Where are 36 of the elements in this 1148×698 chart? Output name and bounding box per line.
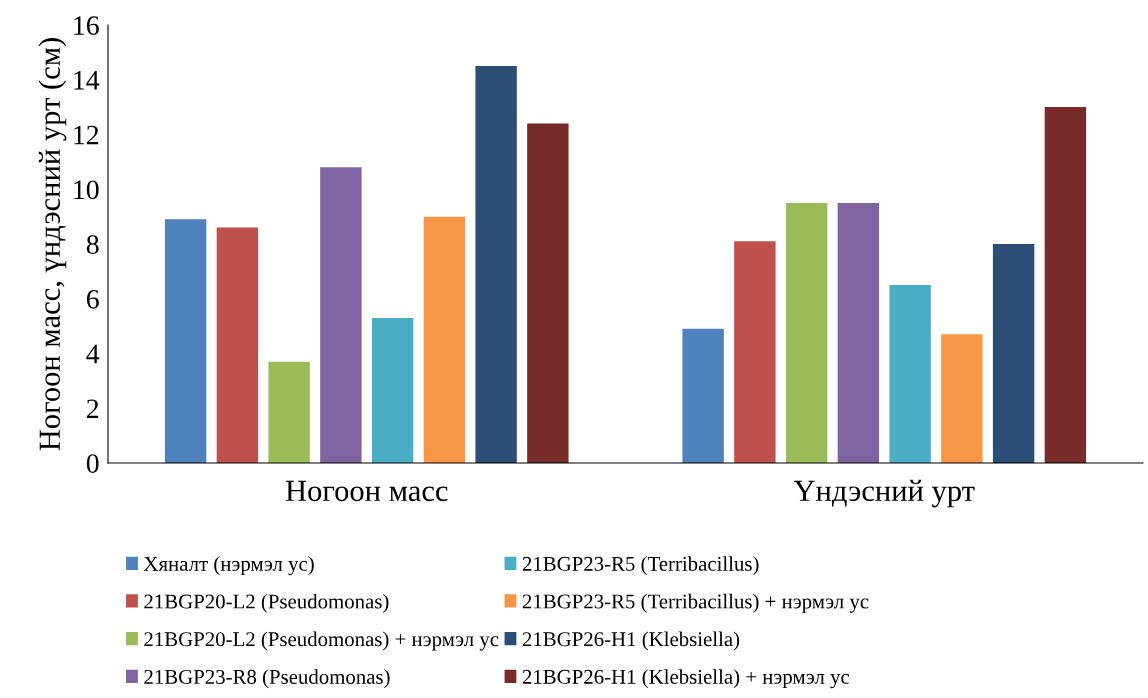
- bar: [992, 244, 1035, 463]
- bar: [371, 317, 414, 463]
- bar: [475, 66, 517, 463]
- bar: [682, 328, 724, 463]
- legend-label: 21BGP20-L2 (Pseudomonas): [144, 593, 389, 613]
- y-tick-label: 6: [86, 289, 99, 309]
- legend-label: 21BGP26-H1 (Klebsiella): [522, 631, 740, 651]
- bar: [527, 123, 569, 463]
- legend-label: 21BGP26-H1 (Klebsiella) + нэрмэл ус: [522, 669, 850, 689]
- legend-label: 21BGP23-R5 (Terribacillus): [522, 556, 759, 576]
- bar: [734, 241, 776, 463]
- bar: [320, 167, 362, 463]
- y-tick-label: 16: [74, 16, 99, 35]
- legend-label: 21BGP20-L2 (Pseudomonas) + нэрмэл ус: [144, 631, 499, 651]
- bar: [889, 285, 931, 463]
- legend-label: 21BGP23-R8 (Pseudomonas): [144, 669, 390, 689]
- y-tick-label: 12: [74, 125, 99, 145]
- y-tick-label: 8: [86, 235, 99, 254]
- bar: [216, 227, 259, 463]
- bar: [941, 334, 983, 463]
- bar: [268, 361, 310, 463]
- x-tick-label: Ногоон масс: [285, 480, 448, 502]
- bar: [423, 216, 466, 463]
- legend-label: 21BGP23-R5 (Terribacillus) + нэрмэл ус: [522, 593, 869, 613]
- y-tick-label: 4: [86, 344, 100, 364]
- y-tick-label: 10: [74, 180, 99, 200]
- bar: [785, 202, 828, 463]
- y-tick-label: 0: [86, 454, 99, 473]
- y-tick-label: 14: [74, 71, 100, 90]
- x-tick-label: Үндэсний урт: [793, 479, 975, 508]
- y-axis-title: Ногоон масс, үндэсний урт (см): [38, 38, 67, 451]
- bar: [164, 219, 207, 463]
- bar: [837, 202, 880, 463]
- legend-label: Хяналт (нэрмэл ус): [143, 556, 314, 576]
- y-tick-label: 2: [87, 399, 99, 418]
- bar: [1044, 107, 1087, 463]
